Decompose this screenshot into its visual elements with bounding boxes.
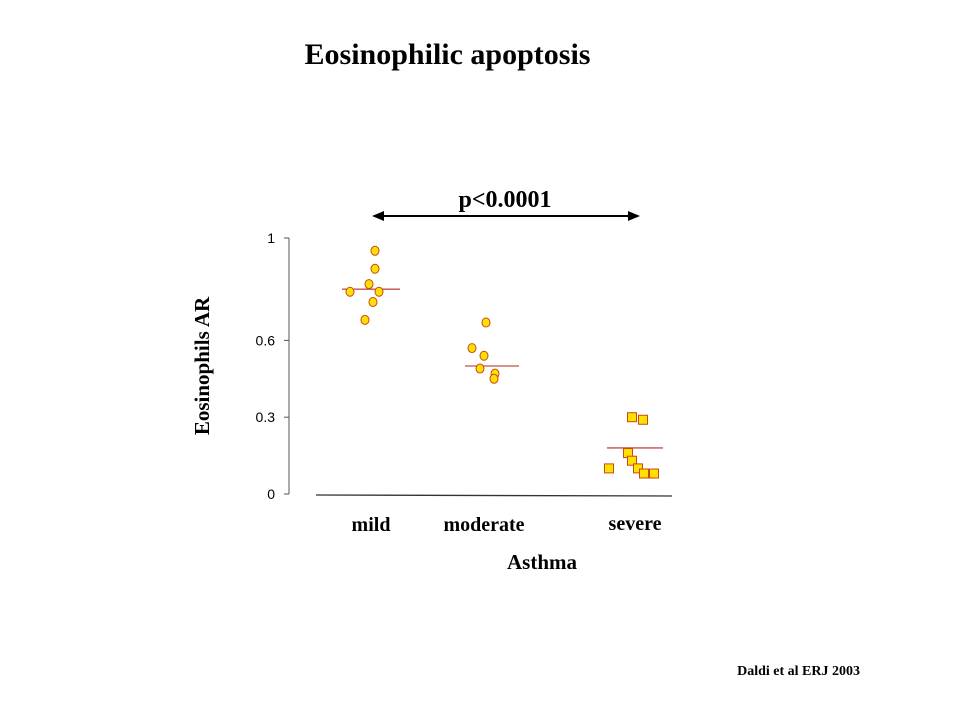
median-lines-layer — [342, 288, 663, 449]
y-axis-title: Eosinophils AR — [190, 296, 214, 435]
arrowhead-right — [628, 211, 640, 221]
data-point — [368, 297, 378, 307]
data-point — [627, 455, 637, 466]
data-point — [627, 412, 637, 423]
category-label-severe: severe — [609, 513, 662, 535]
data-point — [467, 343, 477, 354]
data-point — [345, 286, 355, 297]
y-ticks-layer: 0 0.3 0.6 1 — [256, 230, 289, 502]
data-point — [360, 314, 370, 325]
y-tick-label: 1 — [267, 230, 275, 246]
slide-title: Eosinophilic apoptosis — [304, 38, 591, 71]
p-value-label: p<0.0001 — [458, 187, 551, 213]
category-label-moderate: moderate — [443, 514, 524, 536]
y-tick-label: 0 — [267, 486, 275, 502]
data-point — [639, 468, 649, 479]
data-point — [649, 468, 659, 479]
data-point — [638, 414, 648, 425]
data-point — [374, 286, 384, 297]
data-point — [489, 373, 499, 384]
citation: Daldi et al ERJ 2003 — [737, 664, 860, 679]
annotation-layer: p<0.0001 — [372, 187, 640, 221]
data-point — [364, 279, 374, 290]
y-tick-label: 0.6 — [256, 332, 276, 348]
arrowhead-left — [372, 211, 384, 221]
y-tick-label: 0.3 — [256, 409, 276, 425]
data-point — [604, 463, 614, 474]
data-point — [479, 350, 489, 361]
data-point — [633, 463, 643, 474]
data-points-layer — [345, 245, 659, 479]
x-axis-title: Asthma — [507, 550, 578, 574]
data-point — [370, 263, 380, 274]
data-point — [370, 245, 380, 256]
data-point — [475, 363, 485, 374]
axes-layer — [288, 238, 673, 497]
x-axis-line — [315, 494, 673, 497]
category-label-mild: mild — [352, 514, 391, 536]
labels-layer: Eosinophils AR Asthma mild moderate severe — [190, 296, 662, 574]
data-point — [481, 317, 491, 328]
